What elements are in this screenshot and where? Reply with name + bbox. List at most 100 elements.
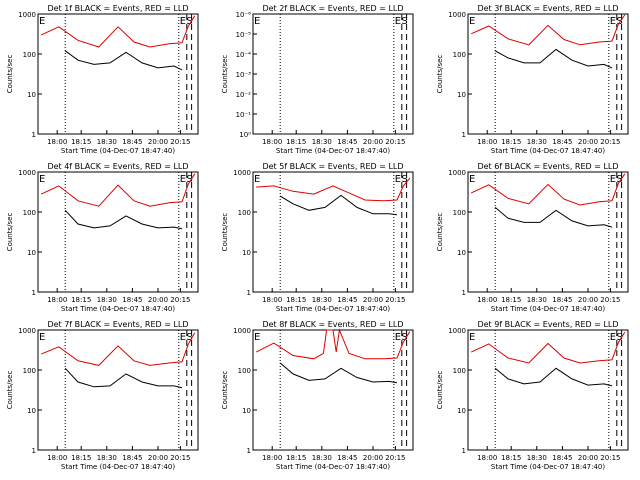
- y-tick-label: 10⁻⁶: [236, 11, 252, 19]
- x-tick-label: 20:15: [170, 138, 190, 146]
- panel-title: Det 8f BLACK = Events, RED = LLD: [262, 320, 403, 329]
- x-tick-label: 18:30: [527, 296, 547, 304]
- panel-title: Det 7f BLACK = Events, RED = LLD: [47, 320, 188, 329]
- marker-s: S: [186, 332, 192, 343]
- y-tick-label: 1000: [18, 169, 36, 177]
- x-tick-label: 18:15: [71, 454, 91, 462]
- x-tick-label: 20:00: [363, 454, 383, 462]
- x-axis-label: Start Time (04-Dec-07 18:47:40): [61, 147, 175, 155]
- plot-frame: [467, 171, 629, 293]
- series-events: [494, 367, 613, 387]
- y-tick-label: 10⁻⁵: [236, 31, 252, 39]
- marker-e-left: E: [39, 332, 45, 343]
- x-tick-label: 20:15: [170, 296, 190, 304]
- y-axis-label: Counts/sec: [436, 371, 444, 410]
- x-tick-label: 18:00: [262, 138, 282, 146]
- x-tick-label: 20:15: [385, 138, 405, 146]
- x-tick-label: 18:30: [312, 138, 332, 146]
- y-tick-label: 10: [242, 407, 251, 415]
- plot-frame: [37, 329, 199, 451]
- marker-e-left: E: [39, 174, 45, 185]
- marker-s: S: [616, 174, 622, 185]
- series-lld: [41, 332, 196, 366]
- y-tick-label: 10: [242, 249, 251, 257]
- series-lld: [470, 331, 626, 364]
- series-events: [64, 367, 183, 389]
- x-tick-label: 20:00: [578, 454, 598, 462]
- marker-e-left: E: [254, 332, 260, 343]
- y-tick-label: 1000: [233, 327, 251, 335]
- x-tick-label: 18:00: [47, 454, 67, 462]
- series-events: [279, 362, 398, 384]
- x-tick-label: 18:45: [337, 296, 357, 304]
- y-tick-label: 1: [462, 447, 466, 455]
- x-axis-label: Start Time (04-Dec-07 18:47:40): [491, 463, 605, 471]
- panel-title: Det 5f BLACK = Events, RED = LLD: [262, 162, 403, 171]
- panel-2: Det 2f BLACK = Events, RED = LLD 10⁰ 10⁻¹ 1…: [221, 4, 414, 155]
- y-tick-label: 10: [27, 407, 36, 415]
- y-axis-label: Counts/sec: [6, 213, 14, 252]
- series-events: [279, 194, 398, 216]
- marker-e-right: E: [180, 332, 186, 343]
- x-axis-label: Start Time (04-Dec-07 18:47:40): [491, 147, 605, 155]
- y-tick-label: 10⁻¹: [236, 111, 252, 119]
- y-tick-label: 1: [247, 289, 251, 297]
- series-lld: [470, 14, 626, 46]
- x-tick-label: 18:00: [47, 296, 67, 304]
- plot-frame: [37, 13, 199, 135]
- y-tick-label: 1: [462, 289, 466, 297]
- series-events: [64, 209, 183, 230]
- marker-e-right: E: [395, 174, 401, 185]
- x-tick-label: 18:15: [501, 296, 521, 304]
- x-tick-label: 18:45: [122, 296, 142, 304]
- x-tick-label: 18:45: [122, 138, 142, 146]
- y-axis-label: Counts/sec: [436, 55, 444, 94]
- series-events: [494, 48, 613, 69]
- y-tick-label: 10: [27, 249, 36, 257]
- plot-frame: [252, 13, 414, 135]
- x-tick-label: 18:15: [71, 296, 91, 304]
- x-tick-label: 18:30: [97, 138, 117, 146]
- y-tick-label: 1: [32, 131, 36, 139]
- x-axis-label: Start Time (04-Dec-07 18:47:40): [276, 305, 390, 313]
- x-tick-label: 18:15: [286, 296, 306, 304]
- y-tick-label: 100: [23, 51, 36, 59]
- panel-title: Det 4f BLACK = Events, RED = LLD: [47, 162, 188, 171]
- marker-e-right: E: [610, 332, 616, 343]
- y-tick-label: 1: [247, 447, 251, 455]
- marker-s: S: [186, 174, 192, 185]
- y-axis-label: Counts/sec: [6, 55, 14, 94]
- panel-title: Det 2f BLACK = Events, RED = LLD: [262, 4, 403, 13]
- plot-frame: [252, 171, 414, 293]
- x-tick-label: 18:00: [477, 138, 497, 146]
- x-tick-label: 18:15: [501, 138, 521, 146]
- marker-e-right: E: [180, 16, 186, 27]
- marker-s: S: [616, 332, 622, 343]
- panel-8: Det 8f BLACK = Events, RED = LLD 1 10 100 10…: [221, 320, 414, 471]
- y-tick-label: 1000: [448, 327, 466, 335]
- y-tick-label: 10⁻⁴: [236, 51, 252, 59]
- y-tick-label: 1000: [448, 11, 466, 19]
- x-tick-label: 18:45: [337, 138, 357, 146]
- x-tick-label: 20:15: [170, 454, 190, 462]
- series-events: [64, 50, 183, 71]
- y-tick-label: 100: [453, 209, 466, 217]
- marker-e-right: E: [610, 16, 616, 27]
- y-tick-label: 10⁻²: [236, 91, 252, 99]
- x-tick-label: 20:00: [148, 454, 168, 462]
- marker-e-left: E: [469, 332, 475, 343]
- x-tick-label: 18:00: [47, 138, 67, 146]
- x-tick-label: 18:45: [552, 454, 572, 462]
- marker-e-left: E: [469, 174, 475, 185]
- x-tick-label: 20:15: [385, 296, 405, 304]
- x-tick-label: 18:15: [501, 454, 521, 462]
- marker-s: S: [401, 332, 407, 343]
- x-tick-label: 20:00: [578, 296, 598, 304]
- x-tick-label: 20:00: [148, 138, 168, 146]
- y-tick-label: 10: [27, 91, 36, 99]
- y-tick-label: 100: [23, 209, 36, 217]
- x-tick-label: 18:45: [552, 138, 572, 146]
- x-axis-label: Start Time (04-Dec-07 18:47:40): [61, 463, 175, 471]
- marker-e-right: E: [180, 174, 186, 185]
- marker-e-left: E: [254, 16, 260, 27]
